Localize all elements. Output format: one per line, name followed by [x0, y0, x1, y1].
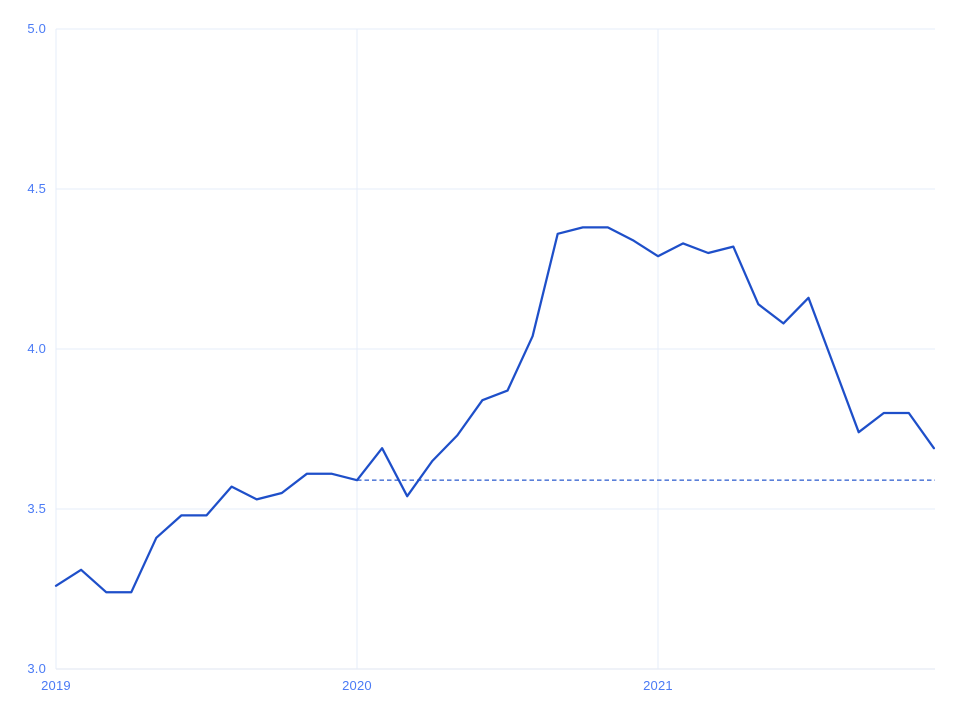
y-axis-tick-label: 4.5	[27, 181, 46, 196]
data-series-line[interactable]	[54, 226, 936, 594]
y-axis-tick-label: 3.0	[27, 661, 46, 676]
y-axis-tick-label: 3.5	[27, 501, 46, 516]
x-axis-tick-label: 2021	[643, 678, 673, 693]
y-axis-tick-label: 5.0	[27, 21, 46, 36]
x-axis-tick-label: 2020	[342, 678, 372, 693]
y-axis-tick-label: 4.0	[27, 341, 46, 356]
x-axis-tick-label: 2019	[41, 678, 71, 693]
